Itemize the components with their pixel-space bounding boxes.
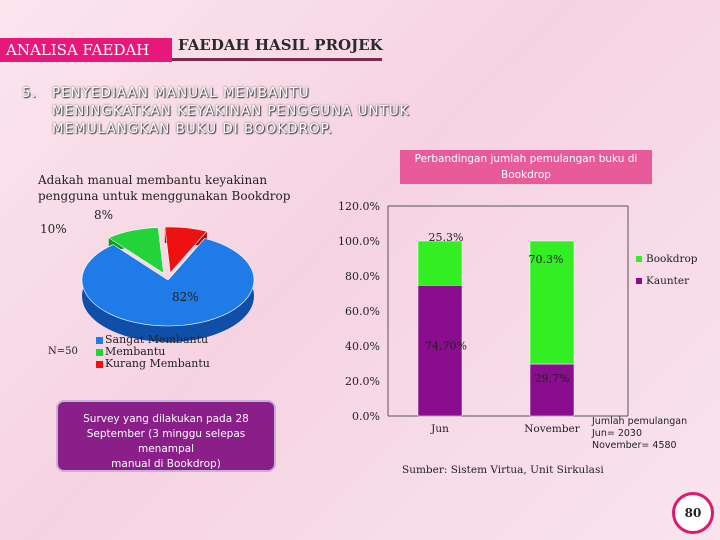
legend-swatch xyxy=(636,278,642,284)
data-label: 70.3% xyxy=(529,253,564,266)
survey-note-box: Survey yang dilakukan pada 28 September … xyxy=(56,400,276,472)
page-title: FAEDAH HASIL PROJEK xyxy=(178,36,383,54)
legend-swatch-red xyxy=(96,360,103,368)
legend-item-kurang-membantu: Kurang Membantu xyxy=(96,358,210,370)
header-tab: ANALISA FAEDAH xyxy=(0,38,172,62)
bar-kaunter-jun xyxy=(417,285,463,417)
return-count-note: Jumlah pemulangan Jun= 2030 November= 45… xyxy=(592,416,688,451)
data-label: 25.3% xyxy=(429,231,464,244)
legend-item-membantu: Membantu xyxy=(96,346,210,358)
data-label: 74.70% xyxy=(425,339,467,352)
y-tick-label: 40.0% xyxy=(345,340,380,353)
x-tick-label: Jun xyxy=(430,423,449,435)
pie-label-membantu: 10% xyxy=(40,222,67,236)
legend-label: Kurang Membantu xyxy=(105,357,210,370)
section-text: PENYEDIAAN MANUAL MEMBANTU MENINGKATKAN … xyxy=(52,85,410,137)
legend-swatch-green xyxy=(96,348,103,356)
y-tick-label: 120.0% xyxy=(338,200,380,213)
bar-bookdrop-november xyxy=(529,240,575,365)
source-note: Sumber: Sistem Virtua, Unit Sirkulasi xyxy=(402,464,604,476)
page-number-badge: 80 xyxy=(672,492,714,534)
y-tick-label: 60.0% xyxy=(345,305,380,318)
stacked-bar-chart: 0.0% 20.0% 40.0% 60.0% 80.0% 100.0% 120.0% Jun N… xyxy=(338,200,698,435)
pie-slice-kurang-membantu xyxy=(164,226,208,274)
bar-kaunter-november xyxy=(529,363,575,417)
bar-chart-title: Perbandingan jumlah pemulangan buku di B… xyxy=(400,150,652,184)
x-tick-label: November xyxy=(524,423,581,435)
pie-label-kurang-membantu: 8% xyxy=(94,208,114,222)
legend-label: Membantu xyxy=(105,345,166,358)
pie-legend: Sangat Membantu Membantu Kurang Membantu xyxy=(96,334,210,370)
bar-bookdrop-jun xyxy=(417,240,463,286)
legend-label: Sangat Membantu xyxy=(105,333,209,346)
y-tick-label: 0.0% xyxy=(352,410,380,423)
data-label: 29.7% xyxy=(535,372,570,385)
pie-slice-sangat-membantu xyxy=(81,238,255,327)
y-tick-label: 80.0% xyxy=(345,270,380,283)
pie-chart xyxy=(81,226,255,342)
y-tick-label: 100.0% xyxy=(338,235,380,248)
legend-swatch xyxy=(636,256,642,262)
legend-label-bookdrop: Bookdrop xyxy=(646,253,698,265)
legend-label-kaunter: Kaunter xyxy=(646,275,690,287)
legend-item-sangat-membantu: Sangat Membantu xyxy=(96,334,210,346)
pie-label-sangat-membantu: 82% xyxy=(172,290,199,304)
sample-size-label: N=50 xyxy=(48,346,78,357)
section-number: 5. xyxy=(22,85,37,101)
y-tick-label: 20.0% xyxy=(345,375,380,388)
header-divider xyxy=(172,58,382,61)
pie-chart-title: Adakah manual membantu keyakinan penggun… xyxy=(38,173,291,203)
legend-swatch-blue xyxy=(96,336,103,344)
pie-slice-membantu xyxy=(108,227,164,274)
